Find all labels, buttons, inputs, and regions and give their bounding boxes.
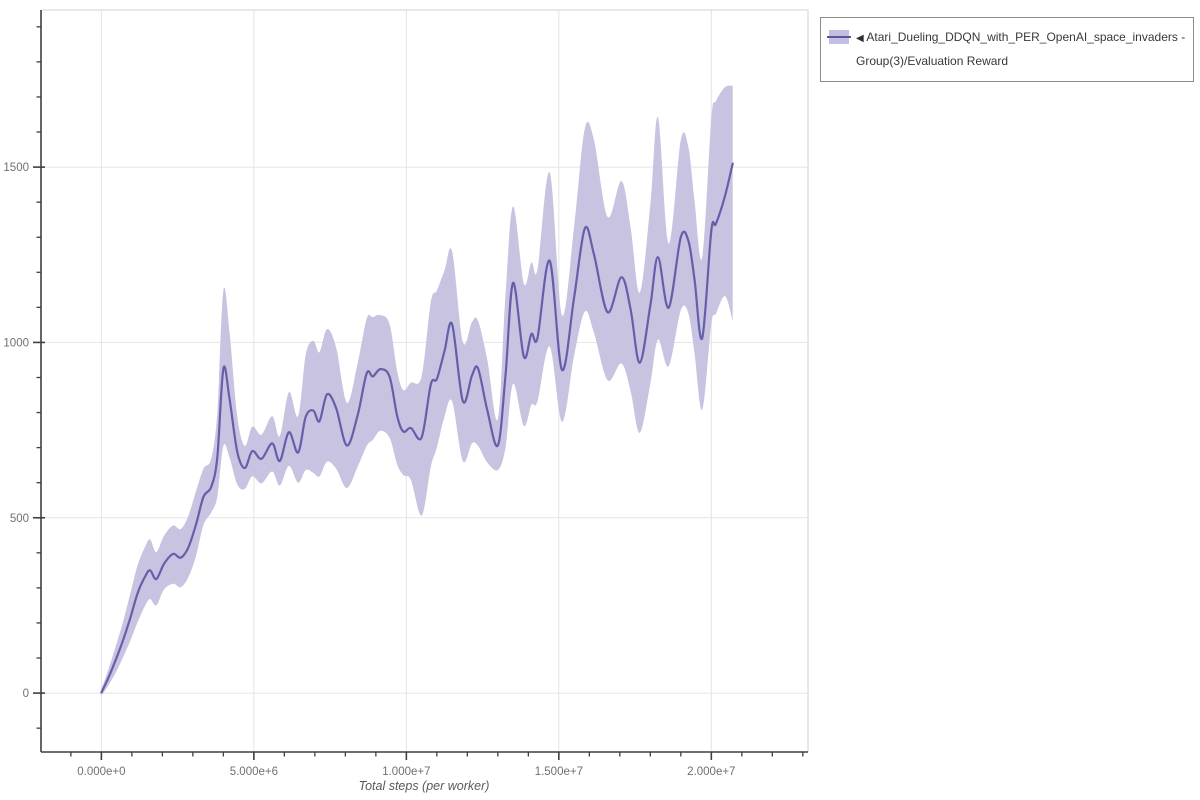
series-line xyxy=(100,162,734,694)
plot-border-line xyxy=(41,9,809,752)
x-tick-label: 5.000e+6 xyxy=(230,766,278,778)
x-tick-label: 2.000e+7 xyxy=(687,766,735,778)
confidence-band xyxy=(101,85,733,696)
mean-line xyxy=(100,162,734,694)
x-tick-label: 1.500e+7 xyxy=(535,766,583,778)
band-area xyxy=(101,85,733,696)
line-color-chip xyxy=(827,35,851,38)
x-axis: 0.000e+0 5.000e+6 1.000e+7 1.500e+7 2.000e+7 xyxy=(41,751,808,778)
y-tick-label: 0 xyxy=(23,688,29,700)
y-tick-label: 1500 xyxy=(3,162,29,174)
legend-label-text: Atari_Dueling_DDQN_with_PER_OpenAI_space… xyxy=(856,30,1186,68)
y-tick-label: 500 xyxy=(10,513,29,525)
legend-item[interactable]: ◀ Atari_Dueling_DDQN_with_PER_OpenAI_spa… xyxy=(820,17,1194,82)
y-axis: 0 500 1000 1500 xyxy=(3,10,45,752)
x-tick-label: 0.000e+0 xyxy=(77,766,125,778)
legend-label: ◀ Atari_Dueling_DDQN_with_PER_OpenAI_spa… xyxy=(856,26,1187,73)
collapse-triangle-icon: ◀ xyxy=(856,33,864,44)
y-tick-label: 1000 xyxy=(3,337,29,349)
x-axis-title: Total steps (per worker) xyxy=(359,779,490,793)
plot-border xyxy=(41,9,809,752)
series-band-swatch-icon xyxy=(827,30,851,44)
x-tick-label: 1.000e+7 xyxy=(382,766,430,778)
